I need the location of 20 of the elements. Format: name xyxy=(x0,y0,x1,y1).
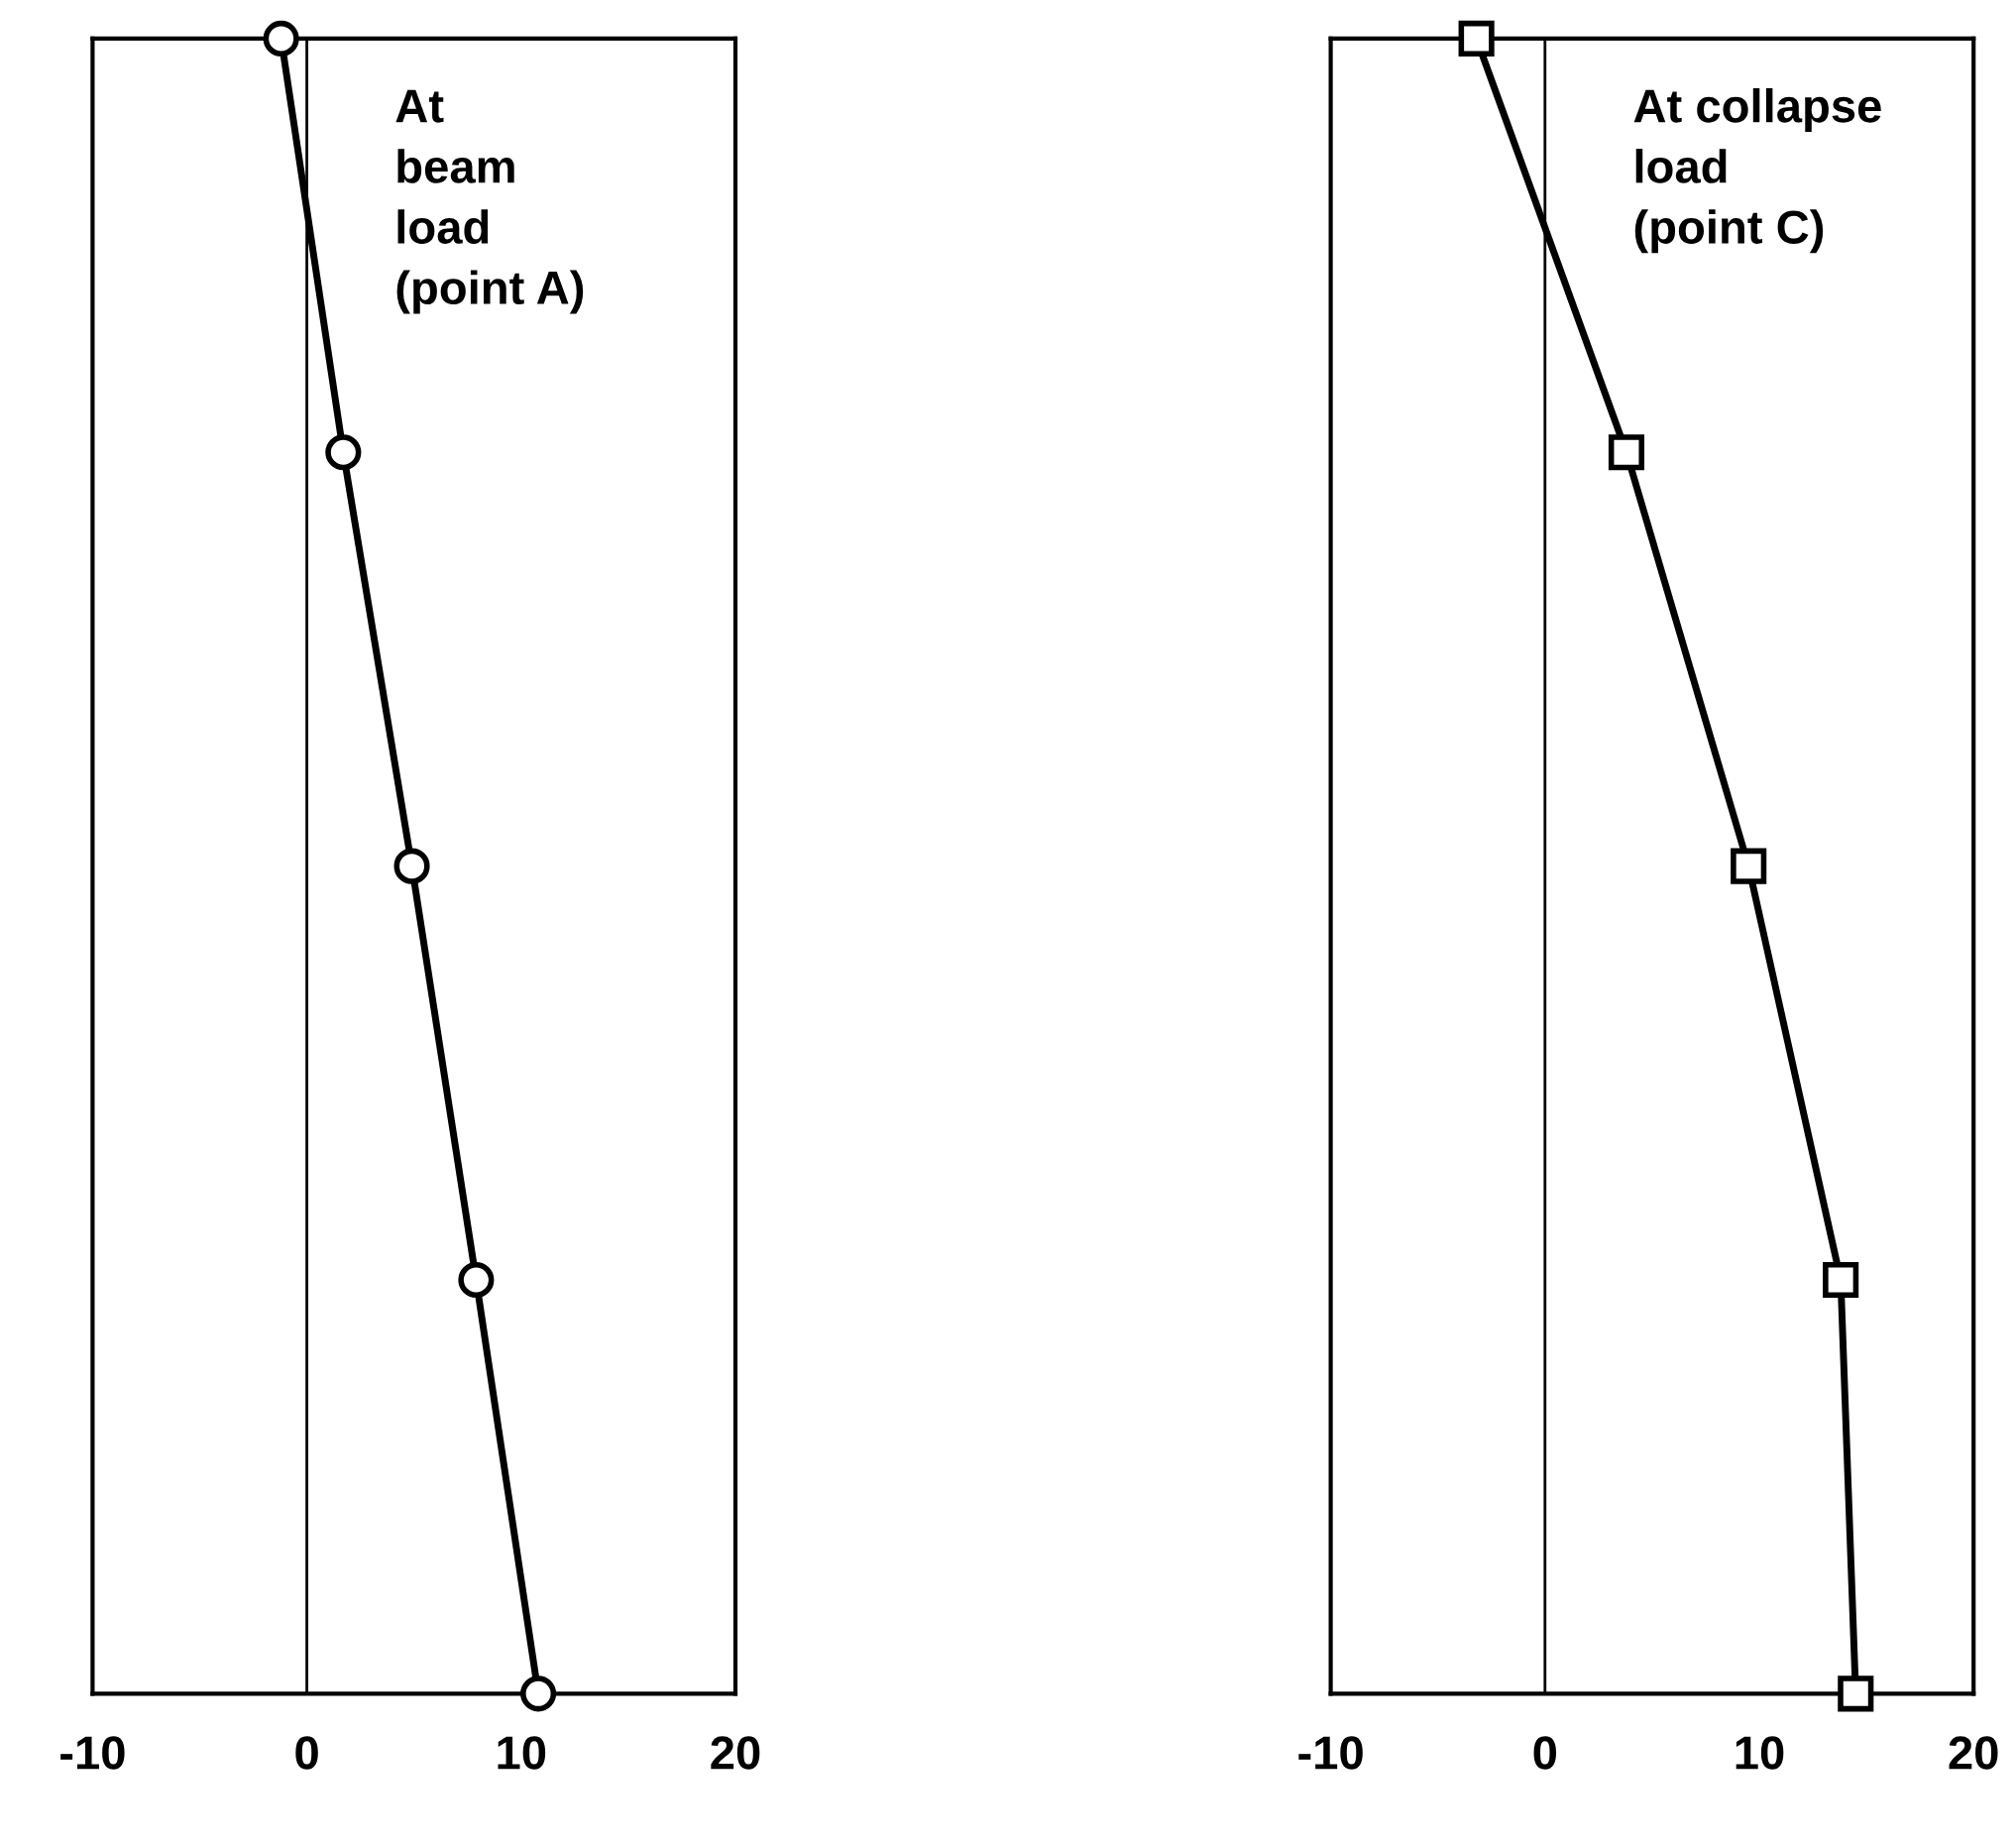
point xyxy=(1458,20,1495,57)
x-tick-label: -10 xyxy=(1298,1736,1363,1770)
point xyxy=(1823,1261,1859,1299)
x-tick-label: 0 xyxy=(1533,1736,1556,1770)
point xyxy=(325,434,362,471)
annotation: At beam load (point A) xyxy=(395,89,584,314)
point xyxy=(520,1675,557,1712)
point xyxy=(1838,1675,1874,1712)
x-tick-label: 20 xyxy=(711,1736,760,1770)
annotation: At collapse load (point C) xyxy=(1633,88,1881,254)
point xyxy=(1731,848,1767,884)
point xyxy=(393,848,430,884)
x-tick-label: -10 xyxy=(60,1736,125,1770)
x-tick-label: 10 xyxy=(1736,1736,1784,1770)
point xyxy=(1608,434,1644,471)
point xyxy=(458,1261,495,1299)
x-tick-label: 10 xyxy=(498,1736,546,1770)
x-tick-label: 0 xyxy=(295,1736,318,1770)
x-tick-label: 20 xyxy=(1949,1736,1998,1770)
point xyxy=(263,20,299,57)
